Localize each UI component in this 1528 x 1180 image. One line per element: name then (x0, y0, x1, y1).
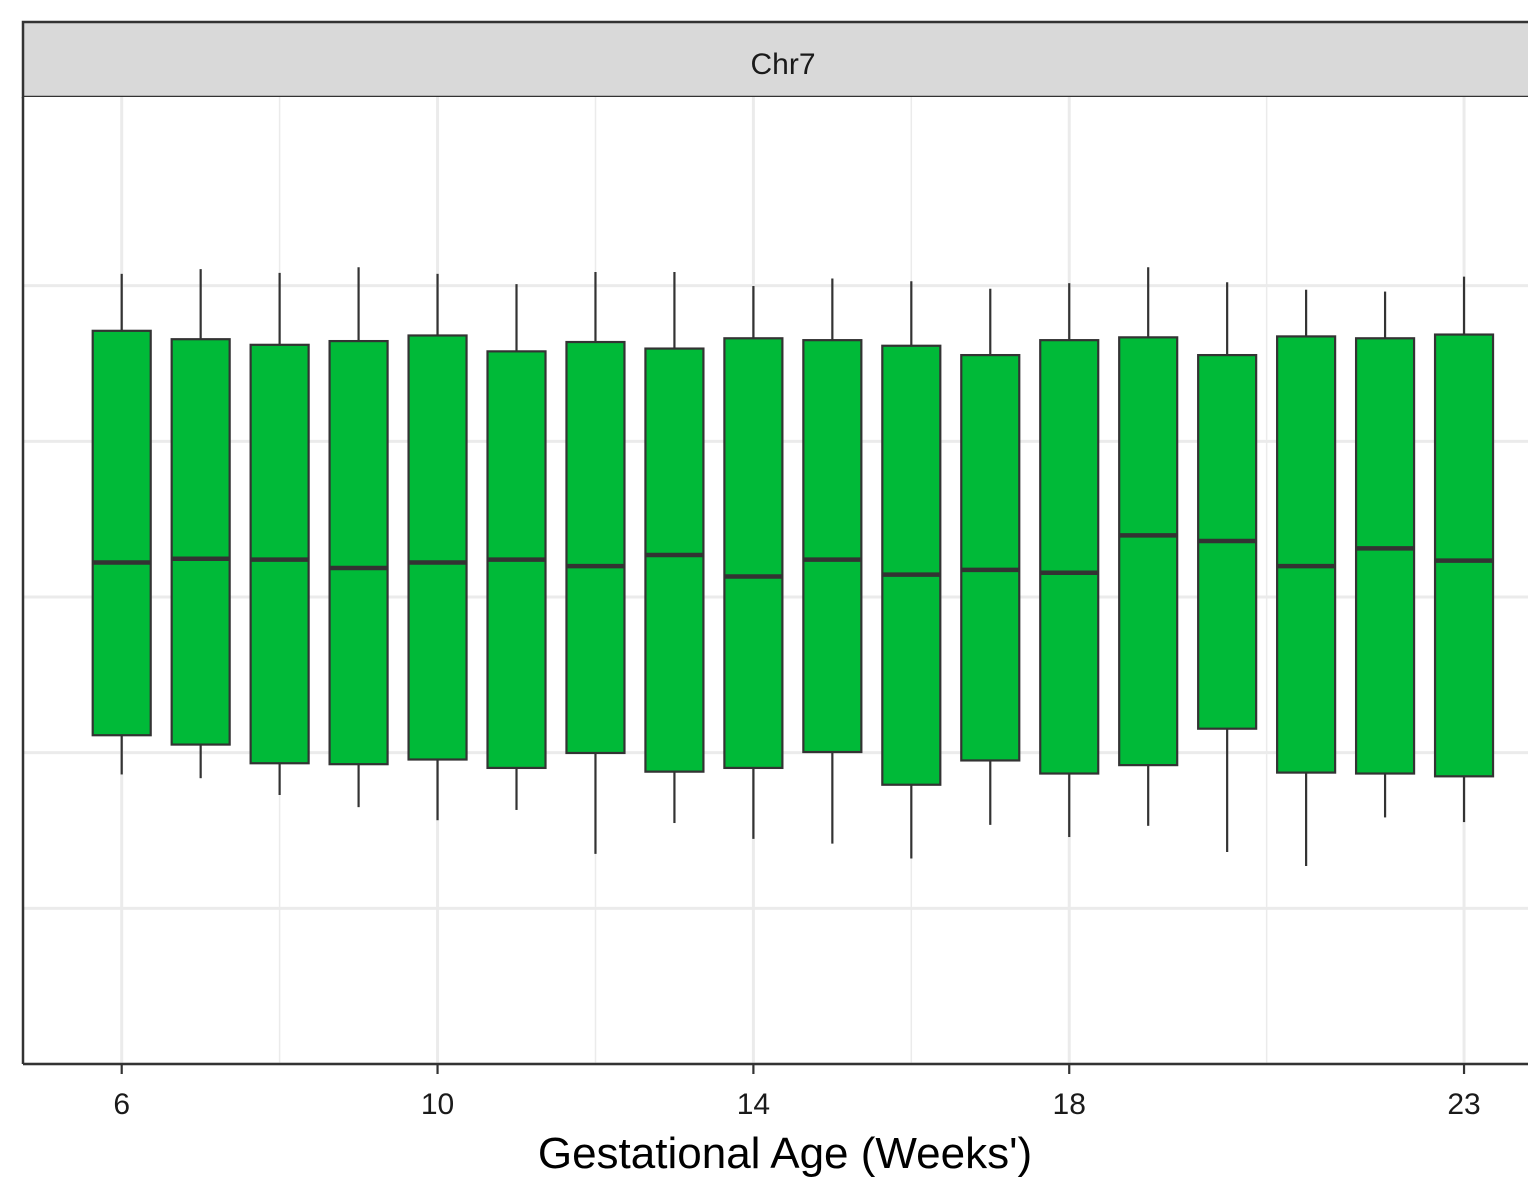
box-13 (644, 271, 705, 824)
box-21 (1276, 289, 1337, 866)
box-iqr (249, 343, 310, 765)
boxes (91, 267, 1495, 866)
box-iqr (170, 338, 231, 746)
box-8 (249, 272, 310, 796)
box-iqr (1276, 335, 1337, 774)
x-tick-label: 18 (1053, 1088, 1086, 1121)
box-11 (486, 284, 547, 810)
box-18 (1039, 283, 1100, 838)
box-iqr (565, 340, 626, 755)
box-15 (802, 278, 863, 844)
box-6 (91, 273, 152, 775)
box-iqr (723, 337, 784, 770)
x-axis-ticks: 6 10 14 18 23 (113, 1064, 1481, 1121)
box-iqr (1433, 333, 1495, 778)
box-iqr (960, 353, 1021, 762)
box-14 (723, 285, 784, 839)
x-tick-label: 14 (737, 1088, 770, 1121)
x-tick-label: 10 (421, 1088, 454, 1121)
box-22 (1354, 291, 1416, 818)
box-23 (1433, 276, 1495, 823)
box-7 (170, 269, 231, 779)
box-iqr (1354, 337, 1416, 775)
box-12 (565, 271, 626, 854)
box-16 (881, 281, 942, 859)
box-19 (1118, 267, 1179, 826)
box-9 (328, 267, 389, 808)
box-iqr (1039, 339, 1100, 775)
box-iqr (328, 339, 389, 766)
box-iqr (1118, 336, 1179, 767)
box-20 (1197, 282, 1258, 852)
box-17 (960, 288, 1021, 825)
box-iqr (644, 347, 705, 773)
facet-label: Chr7 (750, 48, 815, 81)
box-10 (407, 273, 468, 821)
x-tick-label: 6 (113, 1088, 130, 1121)
x-axis-title: Gestational Age (Weeks') (538, 1129, 1032, 1178)
x-tick-label: 23 (1447, 1088, 1480, 1121)
box-iqr (881, 344, 942, 786)
box-iqr (91, 329, 152, 737)
box-iqr (802, 339, 863, 754)
facet-strip (21, 20, 1528, 99)
box-iqr (407, 334, 468, 761)
